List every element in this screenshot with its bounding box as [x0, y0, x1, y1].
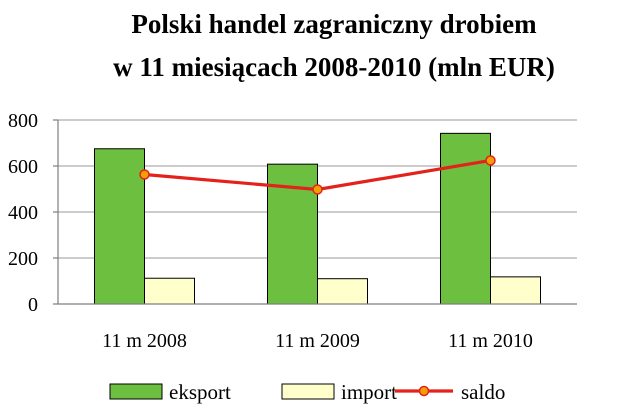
point-saldo	[312, 184, 323, 195]
bar-eksport	[440, 132, 491, 305]
legend-swatch-import	[281, 383, 335, 400]
legend-label-import: import	[341, 380, 397, 404]
x-category-label: 11 m 2010	[448, 330, 533, 352]
x-category-label: 11 m 2009	[275, 330, 360, 352]
y-tick-label: 200	[8, 248, 38, 270]
y-tick-label: 400	[8, 202, 38, 224]
y-tick-label: 800	[8, 110, 38, 132]
axes: 0 200 400 600 800 11 m 2008 11 m 2009 11 m 2010	[8, 110, 577, 352]
point-saldo	[485, 155, 496, 166]
legend: eksport import saldo	[109, 380, 505, 404]
y-tick-label: 0	[28, 294, 38, 316]
bar-import	[317, 278, 368, 305]
saldo-line	[139, 155, 496, 195]
x-category-label: 11 m 2008	[102, 330, 187, 352]
legend-marker-saldo	[418, 385, 430, 397]
point-saldo	[139, 169, 150, 180]
legend-swatch-eksport	[109, 383, 163, 400]
bar-eksport	[94, 148, 145, 305]
bars	[94, 132, 541, 305]
chart-title-line-1: Polski handel zagraniczny drobiem	[131, 9, 537, 39]
bar-import	[144, 277, 195, 305]
legend-label-eksport: eksport	[169, 380, 231, 404]
chart-title-line-2: w 11 miesiącach 2008-2010 (mln EUR)	[113, 52, 555, 82]
legend-label-saldo: saldo	[461, 380, 505, 404]
y-tick-label: 600	[8, 156, 38, 178]
bar-import	[490, 276, 541, 305]
